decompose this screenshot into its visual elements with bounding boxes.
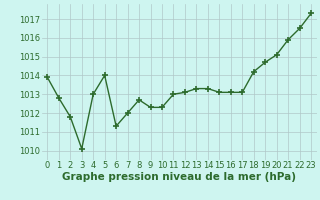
X-axis label: Graphe pression niveau de la mer (hPa): Graphe pression niveau de la mer (hPa) [62, 172, 296, 182]
